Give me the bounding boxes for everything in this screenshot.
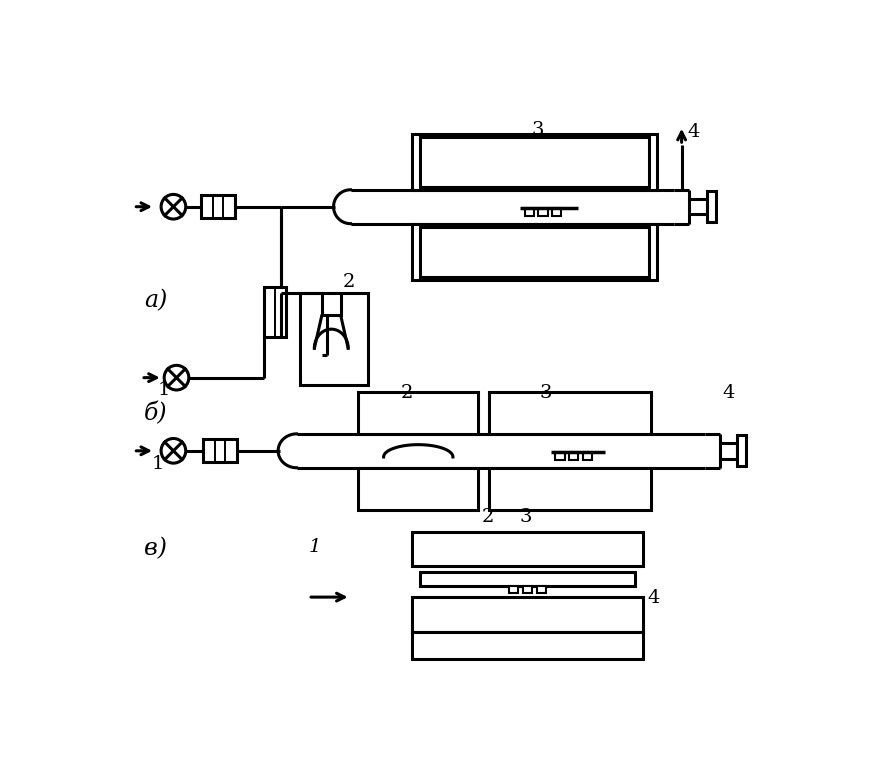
- Bar: [203, 439, 237, 462]
- Bar: [583, 452, 592, 460]
- Circle shape: [164, 366, 189, 390]
- Bar: [412, 134, 657, 190]
- Bar: [524, 208, 534, 216]
- Bar: [301, 293, 368, 386]
- Text: 1: 1: [152, 455, 164, 472]
- Text: в): в): [144, 536, 168, 560]
- Bar: [523, 586, 532, 593]
- Bar: [322, 293, 340, 315]
- Circle shape: [161, 438, 186, 463]
- Bar: [420, 226, 649, 277]
- Bar: [201, 195, 235, 218]
- Bar: [569, 452, 579, 460]
- Bar: [264, 288, 286, 337]
- Bar: [538, 208, 547, 216]
- Text: 4: 4: [647, 589, 660, 608]
- Text: 1: 1: [308, 538, 320, 556]
- Bar: [553, 208, 561, 216]
- Text: a): a): [144, 289, 168, 312]
- Bar: [358, 391, 478, 434]
- Text: 4: 4: [723, 384, 735, 403]
- Text: 3: 3: [520, 509, 532, 526]
- Bar: [489, 468, 651, 510]
- Text: б): б): [144, 402, 168, 425]
- Text: 3: 3: [531, 121, 544, 139]
- Text: 2: 2: [481, 509, 494, 526]
- Bar: [555, 452, 565, 460]
- Text: 2: 2: [343, 273, 355, 291]
- Bar: [420, 573, 636, 587]
- Bar: [420, 138, 649, 188]
- Text: 4: 4: [688, 124, 700, 141]
- Text: 2: 2: [401, 384, 413, 403]
- Bar: [412, 597, 643, 632]
- Bar: [737, 435, 746, 466]
- Bar: [412, 532, 643, 567]
- Bar: [412, 632, 643, 659]
- Text: 1: 1: [158, 380, 170, 399]
- Bar: [412, 223, 657, 280]
- Bar: [489, 391, 651, 434]
- Bar: [707, 192, 717, 222]
- Bar: [537, 586, 546, 593]
- Bar: [510, 586, 518, 593]
- Circle shape: [161, 194, 186, 219]
- Bar: [358, 468, 478, 510]
- Text: 3: 3: [539, 384, 552, 403]
